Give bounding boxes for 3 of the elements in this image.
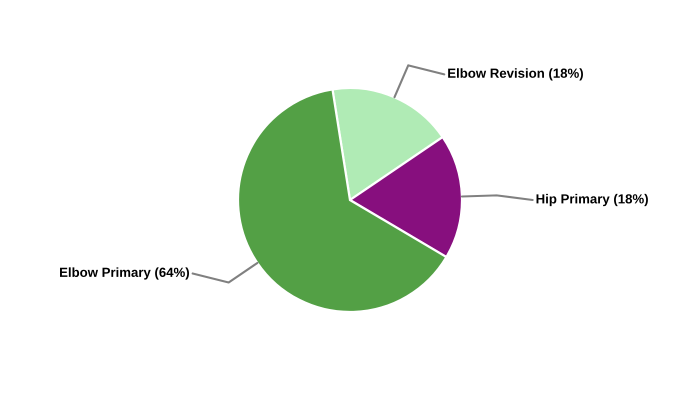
- slice-label: Hip Primary (18%): [536, 194, 648, 206]
- slice-label: Elbow Primary (64%): [60, 267, 189, 280]
- slice-label: Elbow Revision (18%): [448, 68, 583, 80]
